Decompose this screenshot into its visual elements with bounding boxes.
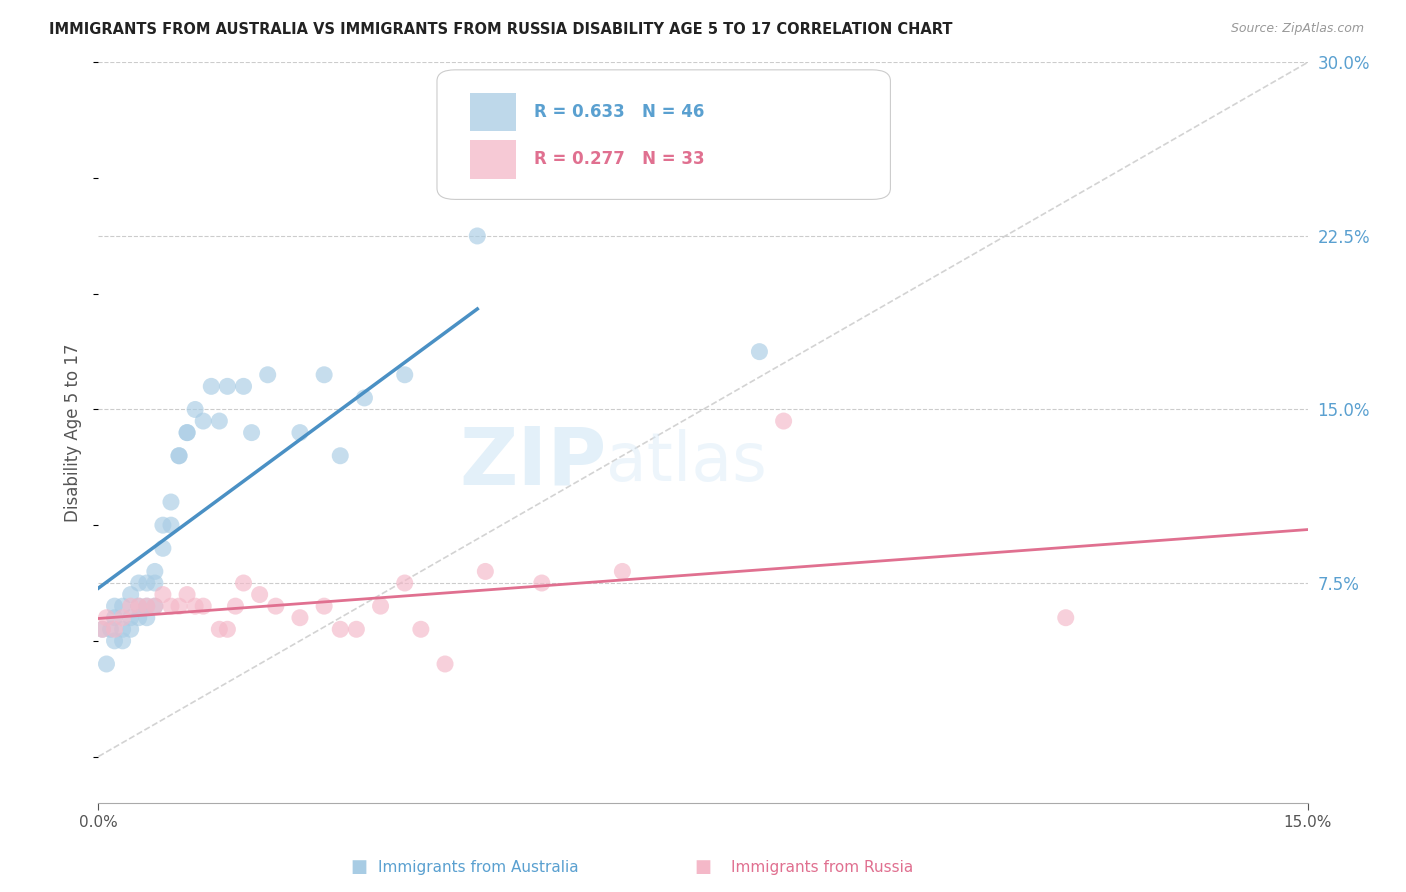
- Point: [120, 588, 142, 602]
- Point: [143, 599, 166, 614]
- Point: [120, 611, 142, 625]
- Text: atlas: atlas: [606, 429, 768, 495]
- FancyBboxPatch shape: [470, 140, 516, 178]
- Point: [111, 599, 134, 614]
- Text: R = 0.277   N = 33: R = 0.277 N = 33: [534, 151, 704, 169]
- Point: [103, 611, 125, 625]
- FancyBboxPatch shape: [470, 93, 516, 131]
- Point: [96, 657, 118, 671]
- Text: R = 0.633   N = 46: R = 0.633 N = 46: [534, 103, 704, 121]
- Point: [143, 576, 166, 591]
- Point: [249, 588, 271, 602]
- Point: [208, 414, 231, 428]
- Point: [135, 599, 157, 614]
- Point: [160, 495, 183, 509]
- Point: [176, 425, 198, 440]
- Point: [530, 576, 553, 591]
- Point: [394, 576, 416, 591]
- Point: [409, 622, 432, 636]
- Point: [167, 449, 190, 463]
- Text: ZIP: ZIP: [458, 423, 606, 501]
- Point: [128, 576, 150, 591]
- Point: [232, 379, 254, 393]
- Text: ■: ■: [350, 858, 367, 876]
- Point: [91, 622, 114, 636]
- Point: [474, 565, 496, 579]
- Point: [103, 633, 125, 648]
- Point: [143, 565, 166, 579]
- Point: [193, 599, 215, 614]
- Point: [135, 611, 157, 625]
- Point: [152, 588, 174, 602]
- Point: [135, 599, 157, 614]
- Point: [160, 599, 183, 614]
- Point: [547, 125, 569, 139]
- Point: [394, 368, 416, 382]
- Point: [143, 599, 166, 614]
- Point: [111, 611, 134, 625]
- Point: [329, 449, 352, 463]
- Point: [314, 368, 336, 382]
- Point: [96, 611, 118, 625]
- Point: [217, 379, 239, 393]
- Point: [120, 622, 142, 636]
- Text: Source: ZipAtlas.com: Source: ZipAtlas.com: [1230, 22, 1364, 36]
- Point: [128, 599, 150, 614]
- Point: [636, 183, 658, 197]
- Point: [152, 518, 174, 533]
- Point: [217, 622, 239, 636]
- Text: ■: ■: [695, 858, 711, 876]
- Point: [772, 414, 794, 428]
- Point: [176, 588, 198, 602]
- Point: [240, 425, 263, 440]
- Point: [135, 576, 157, 591]
- Point: [120, 599, 142, 614]
- Point: [434, 657, 457, 671]
- Text: Immigrants from Russia: Immigrants from Russia: [731, 860, 914, 874]
- Point: [200, 379, 222, 393]
- Point: [1054, 611, 1077, 625]
- Text: IMMIGRANTS FROM AUSTRALIA VS IMMIGRANTS FROM RUSSIA DISABILITY AGE 5 TO 17 CORRE: IMMIGRANTS FROM AUSTRALIA VS IMMIGRANTS …: [49, 22, 953, 37]
- Point: [208, 622, 231, 636]
- Point: [167, 449, 190, 463]
- Point: [314, 599, 336, 614]
- Point: [612, 565, 634, 579]
- Point: [103, 622, 125, 636]
- Point: [128, 599, 150, 614]
- Text: Immigrants from Australia: Immigrants from Australia: [378, 860, 578, 874]
- Point: [167, 599, 190, 614]
- Point: [103, 599, 125, 614]
- Point: [184, 402, 207, 417]
- Point: [91, 622, 114, 636]
- Point: [344, 622, 367, 636]
- Point: [232, 576, 254, 591]
- Point: [193, 414, 215, 428]
- Point: [465, 229, 488, 244]
- Y-axis label: Disability Age 5 to 17: Disability Age 5 to 17: [65, 343, 83, 522]
- Point: [160, 518, 183, 533]
- Point: [128, 611, 150, 625]
- Point: [288, 425, 311, 440]
- FancyBboxPatch shape: [437, 70, 890, 200]
- Point: [748, 344, 770, 359]
- Point: [353, 391, 375, 405]
- Point: [111, 622, 134, 636]
- Point: [111, 633, 134, 648]
- Point: [152, 541, 174, 556]
- Point: [184, 599, 207, 614]
- Point: [224, 599, 246, 614]
- Point: [176, 425, 198, 440]
- Point: [288, 611, 311, 625]
- Point: [256, 368, 278, 382]
- Point: [264, 599, 287, 614]
- Point: [370, 599, 392, 614]
- Point: [100, 622, 122, 636]
- Point: [329, 622, 352, 636]
